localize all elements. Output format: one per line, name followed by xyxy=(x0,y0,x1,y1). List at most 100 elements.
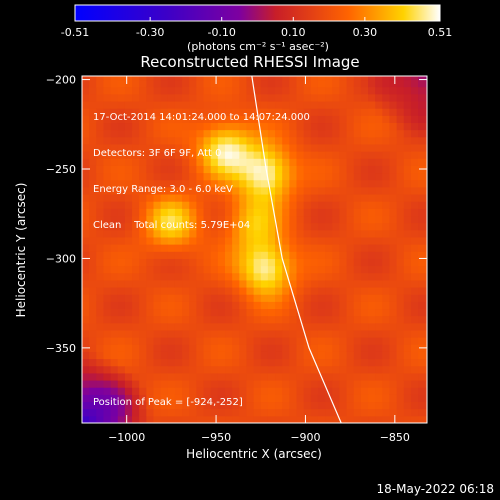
heatmap-cell xyxy=(196,179,205,188)
heatmap-cell xyxy=(103,201,112,209)
heatmap-cell xyxy=(303,236,312,245)
heatmap-cell xyxy=(232,122,240,131)
heatmap-cell xyxy=(375,172,383,181)
heatmap-cell xyxy=(260,236,269,245)
heatmap-cell xyxy=(110,136,119,145)
heatmap-cell xyxy=(153,394,162,403)
heatmap-cell xyxy=(239,101,247,109)
heatmap-cell xyxy=(124,329,133,338)
heatmap-cell xyxy=(310,344,319,352)
heatmap-cell xyxy=(368,287,376,295)
heatmap-cell xyxy=(275,208,283,217)
heatmap-cell xyxy=(239,201,247,209)
heatmap-cell xyxy=(339,151,348,159)
heatmap-cell xyxy=(339,401,348,410)
heatmap-cell xyxy=(124,265,133,274)
heatmap-cell xyxy=(232,380,240,388)
heatmap-cell xyxy=(267,222,276,231)
heatmap-cell xyxy=(267,79,276,88)
heatmap-cell xyxy=(317,79,326,88)
heatmap-cell xyxy=(346,344,355,352)
heatmap-cell xyxy=(96,415,104,423)
heatmap-cell xyxy=(82,408,90,417)
heatmap-cell xyxy=(346,172,355,181)
heatmap-cell xyxy=(174,344,183,352)
heatmap-cell xyxy=(375,215,383,224)
heatmap-cell xyxy=(403,351,412,360)
heatmap-cell xyxy=(353,279,362,288)
heatmap-cell xyxy=(382,229,390,238)
heatmap-cell xyxy=(389,265,398,274)
heatmap-cell xyxy=(103,136,112,145)
heatmap-cell xyxy=(303,208,312,217)
heatmap-cell xyxy=(396,151,405,159)
heatmap-cell xyxy=(289,79,298,88)
heatmap-cell xyxy=(146,201,155,209)
heatmap-cell xyxy=(82,337,90,345)
heatmap-cell xyxy=(310,194,319,202)
heatmap-cell xyxy=(217,244,226,252)
heatmap-cell xyxy=(267,394,276,403)
heatmap-cell xyxy=(110,365,119,374)
heatmap-cell xyxy=(317,172,326,181)
heatmap-cell xyxy=(325,215,333,224)
heatmap-cell xyxy=(139,351,147,360)
heatmap-cell xyxy=(124,151,133,159)
heatmap-cell xyxy=(368,215,376,224)
heatmap-cell xyxy=(82,86,90,95)
heatmap-cell xyxy=(203,244,212,252)
heatmap-cell xyxy=(167,358,176,367)
heatmap-cell xyxy=(210,315,219,324)
heatmap-cell xyxy=(174,272,183,281)
heatmap-cell xyxy=(182,344,190,352)
heatmap-cell xyxy=(346,308,355,317)
heatmap-cell xyxy=(382,322,390,331)
heatmap-cell xyxy=(167,351,176,360)
heatmap-cell xyxy=(124,165,133,174)
heatmap-cell xyxy=(267,272,276,281)
heatmap-cell xyxy=(310,186,319,195)
heatmap-cell xyxy=(410,251,419,259)
heatmap-cell xyxy=(317,337,326,345)
heatmap-cell xyxy=(253,165,262,174)
heatmap-cell xyxy=(310,165,319,174)
heatmap-cell xyxy=(210,151,219,159)
heatmap-cell xyxy=(360,415,369,423)
heatmap-cell xyxy=(396,387,405,395)
heatmap-cell xyxy=(396,186,405,195)
heatmap-cell xyxy=(332,101,340,109)
heatmap-cell xyxy=(296,215,305,224)
heatmap-cell xyxy=(139,337,147,345)
heatmap-cell xyxy=(117,251,126,259)
heatmap-cell xyxy=(317,186,326,195)
heatmap-cell xyxy=(260,208,269,217)
heatmap-cell xyxy=(124,415,133,423)
heatmap-cell xyxy=(303,129,312,138)
heatmap-cell xyxy=(289,265,298,274)
heatmap-cell xyxy=(418,351,426,360)
heatmap-cell xyxy=(310,101,319,109)
heatmap-cell xyxy=(317,401,326,410)
heatmap-cell xyxy=(89,294,97,302)
heatmap-cell xyxy=(253,344,262,352)
heatmap-cell xyxy=(303,344,312,352)
heatmap-cell xyxy=(203,380,212,388)
heatmap-cell xyxy=(174,186,183,195)
heatmap-cell xyxy=(182,287,190,295)
heatmap-cell xyxy=(339,358,348,367)
heatmap-cell xyxy=(418,287,426,295)
heatmap-cell xyxy=(282,136,290,145)
heatmap-cell xyxy=(196,101,205,109)
heatmap-cell xyxy=(96,158,104,166)
heatmap-cell xyxy=(382,408,390,417)
heatmap-cell xyxy=(353,358,362,367)
heatmap-cell xyxy=(210,108,219,116)
heatmap-cell xyxy=(396,143,405,152)
heatmap-cell xyxy=(239,322,247,331)
heatmap-cell xyxy=(89,208,97,217)
heatmap-cell xyxy=(403,215,412,224)
heatmap-cell xyxy=(217,294,226,302)
heatmap-cell xyxy=(182,394,190,403)
heatmap-cell xyxy=(174,351,183,360)
heatmap-cell xyxy=(382,158,390,166)
